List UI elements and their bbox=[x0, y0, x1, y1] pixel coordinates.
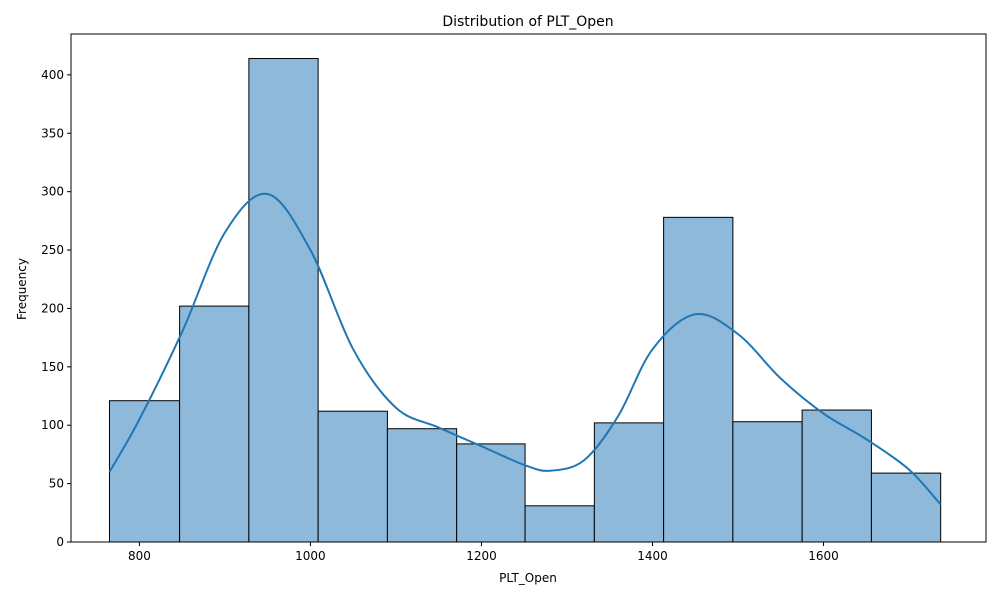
histogram-bar-2 bbox=[248, 58, 319, 543]
y-tick-label: 0 bbox=[56, 535, 64, 549]
x-tick-label: 1200 bbox=[466, 549, 497, 563]
histogram-bar-9 bbox=[732, 421, 803, 543]
y-tick-label: 50 bbox=[49, 477, 64, 491]
y-tick-label: 200 bbox=[41, 301, 64, 315]
kde-line bbox=[108, 192, 942, 506]
y-axis: 0 50 100 150 200 250 300 350 400 bbox=[41, 68, 71, 549]
histogram-bar-4 bbox=[386, 428, 458, 543]
histogram-bars bbox=[108, 58, 942, 543]
y-axis-label: Frequency bbox=[15, 258, 29, 320]
histogram-bar-8 bbox=[663, 216, 734, 543]
y-tick-label: 150 bbox=[41, 360, 64, 374]
histogram-bar-6 bbox=[524, 505, 595, 543]
histogram-bar-11 bbox=[870, 472, 942, 543]
x-tick-label: 1600 bbox=[808, 549, 839, 563]
y-tick-label: 350 bbox=[41, 126, 64, 140]
histogram-bar-10 bbox=[801, 409, 872, 543]
histogram-bar-1 bbox=[179, 305, 250, 543]
histogram-bar-3 bbox=[317, 410, 388, 543]
plot-frame bbox=[70, 33, 987, 543]
y-tick-label: 300 bbox=[41, 185, 64, 199]
histogram-bar-7 bbox=[593, 422, 665, 543]
x-tick-label: 1000 bbox=[295, 549, 326, 563]
y-tick-label: 100 bbox=[41, 418, 64, 432]
y-tick-label: 400 bbox=[41, 68, 64, 82]
histogram-bar-0 bbox=[108, 400, 181, 543]
x-tick-label: 1400 bbox=[637, 549, 668, 563]
chart-title: Distribution of PLT_Open bbox=[442, 14, 613, 30]
x-axis: 800 1000 1200 1400 1600 bbox=[128, 542, 839, 563]
y-tick-label: 250 bbox=[41, 243, 64, 257]
histogram-bar-5 bbox=[456, 443, 526, 543]
x-axis-label: PLT_Open bbox=[499, 571, 557, 585]
x-tick-label: 800 bbox=[128, 549, 151, 563]
